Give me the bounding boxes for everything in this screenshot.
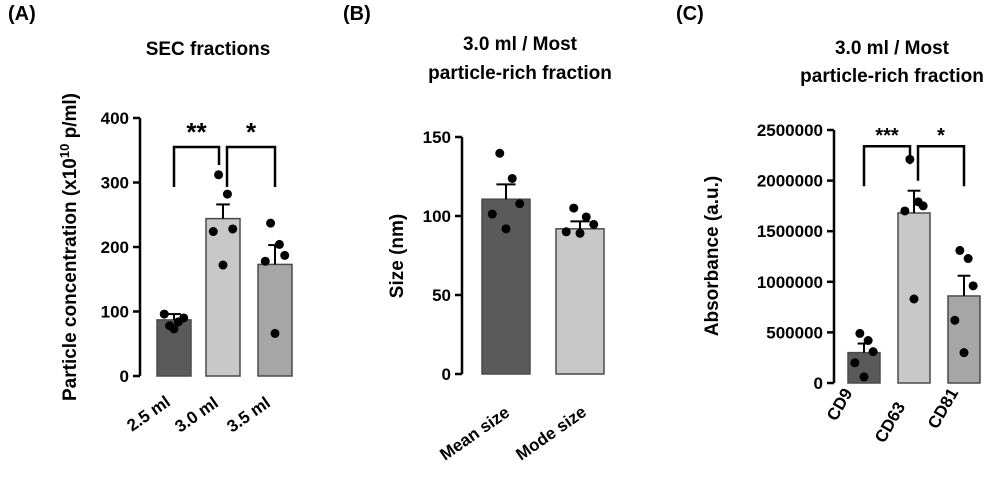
y-tick-label: 400: [101, 109, 129, 128]
y-tick-label: 100: [101, 303, 129, 322]
data-point: [569, 203, 579, 213]
data-point: [495, 148, 505, 158]
chart-title: 3.0 ml / Most: [835, 38, 950, 59]
y-tick-label: 1500000: [757, 222, 823, 241]
y-tick-label: 1000000: [757, 273, 823, 292]
significance-label: *: [246, 117, 257, 147]
y-tick-label: 0: [442, 365, 451, 384]
data-point: [169, 324, 179, 334]
data-point: [561, 227, 571, 237]
data-point: [855, 328, 865, 338]
x-tick-label: Mean size: [436, 403, 513, 465]
data-point: [515, 199, 525, 209]
panel-letter: (A): [8, 3, 36, 25]
chart-title: 3.0 ml / Most: [463, 34, 578, 55]
y-tick-label: 2500000: [757, 121, 823, 140]
data-point: [228, 224, 238, 234]
chart-title: particle-rich fraction: [428, 63, 612, 84]
data-point: [868, 347, 878, 357]
panel-a: (A) SEC fractions 0 100 200 300 400 Particle co…: [8, 3, 293, 436]
significance-bracket: [172, 145, 221, 188]
data-point: [918, 201, 928, 211]
data-point: [589, 219, 599, 229]
data-point: [266, 218, 276, 228]
data-point: [218, 260, 228, 270]
data-point: [487, 209, 497, 219]
data-point: [955, 245, 965, 255]
significance-bracket: [916, 144, 966, 187]
panel-b: (B) 3.0 ml / Most particle-rich fraction 0 5…: [343, 3, 612, 464]
data-point: [501, 224, 511, 234]
x-tick-label: Mode size: [512, 402, 589, 464]
significance-label: ***: [875, 125, 899, 147]
y-tick-label: 100: [423, 207, 451, 226]
y-tick-label: 0: [120, 367, 129, 386]
y-axis-label: Size (nm): [387, 214, 408, 298]
panel-c: (C) 3.0 ml / Most particle-rich fraction 0 5…: [676, 3, 984, 446]
data-point: [274, 239, 284, 249]
significance-bracket: [862, 144, 912, 187]
y-tick-label: 2000000: [757, 172, 823, 191]
data-point: [863, 335, 873, 345]
data-point: [581, 212, 591, 222]
data-point: [963, 254, 973, 264]
data-point: [208, 227, 218, 237]
y-tick-label: 500000: [766, 323, 823, 342]
x-tick-label: CD63: [871, 399, 909, 446]
data-point: [179, 313, 189, 323]
panel-letter: (C): [676, 3, 704, 25]
x-tick-label: CD81: [924, 385, 962, 432]
x-tick-label: 3.0 ml: [171, 393, 221, 436]
bar: [257, 263, 293, 377]
x-tick-label: 2.5 ml: [123, 392, 173, 435]
data-point: [260, 256, 270, 266]
data-point: [214, 170, 224, 180]
data-point: [950, 315, 960, 325]
bar: [947, 295, 981, 384]
y-axis-label: Particle concentration (x1010 p/ml): [57, 93, 81, 401]
y-tick-label: 0: [814, 374, 823, 393]
y-tick-label: 150: [423, 128, 451, 147]
chart-title: particle-rich fraction: [800, 66, 984, 87]
x-tick-label: 3.5 ml: [223, 393, 273, 436]
data-point: [507, 173, 517, 183]
chart-title: SEC fractions: [146, 39, 271, 60]
data-point: [575, 228, 585, 238]
data-point: [968, 281, 978, 291]
data-point: [900, 206, 910, 216]
significance-label: *: [937, 125, 945, 147]
y-tick-label: 50: [432, 286, 451, 305]
data-point: [859, 372, 869, 382]
y-axis-label: Absorbance (a.u.): [702, 176, 723, 336]
data-point: [270, 328, 280, 338]
y-tick-label: 200: [101, 238, 129, 257]
bar: [481, 198, 531, 375]
bar: [205, 217, 241, 377]
panel-letter: (B): [343, 3, 371, 25]
significance-bracket: [225, 145, 277, 188]
data-point: [159, 309, 169, 319]
data-point: [280, 250, 290, 260]
data-point: [909, 294, 919, 304]
bar: [555, 228, 605, 375]
significance-label: **: [186, 117, 207, 147]
y-tick-label: 300: [101, 174, 129, 193]
data-point: [959, 348, 969, 358]
data-point: [222, 189, 232, 199]
x-tick-label: CD9: [823, 385, 856, 424]
data-point: [850, 358, 860, 368]
